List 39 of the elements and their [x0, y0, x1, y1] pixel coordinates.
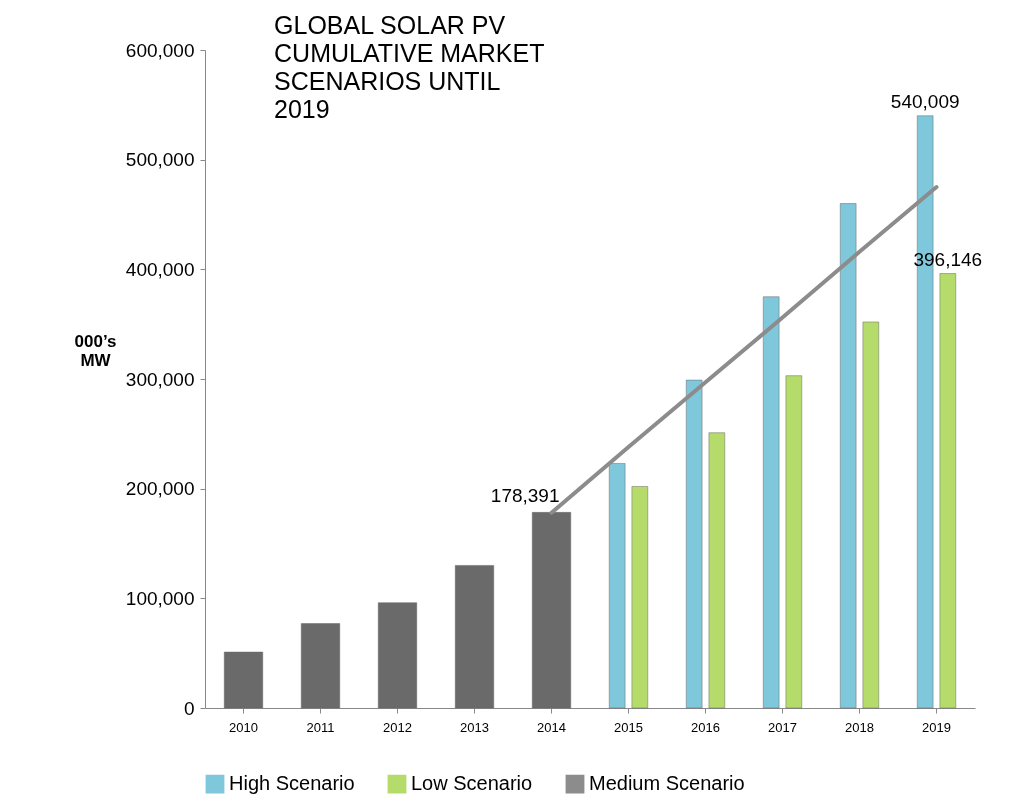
bar — [939, 273, 956, 709]
x-tick-label: 2018 — [845, 719, 874, 735]
x-tick-label: 2013 — [460, 719, 489, 735]
bar — [455, 565, 494, 709]
chart-title: GLOBAL SOLAR PV CUMULATIVE MARKET SCENARIOS UNTIL 2019 — [274, 11, 545, 123]
bar — [224, 651, 263, 709]
y-tick-label: 400,000 — [125, 258, 195, 280]
bar — [532, 512, 571, 709]
legend-label: Low Scenario — [411, 772, 533, 795]
x-tick-label: 2011 — [306, 719, 335, 735]
x-tick-label: 2012 — [383, 719, 412, 735]
x-tick-label: 2015 — [614, 719, 643, 735]
data-label: 178,391 — [490, 485, 560, 507]
bar — [785, 375, 802, 709]
x-tick-label: 2014 — [537, 719, 566, 735]
bar — [862, 321, 879, 709]
bar — [763, 296, 780, 709]
bar — [708, 432, 725, 709]
legend-label: High Scenario — [229, 772, 355, 795]
y-tick-label: 500,000 — [125, 149, 195, 171]
bar — [609, 463, 626, 709]
y-tick-label: 100,000 — [125, 587, 195, 609]
y-tick-label: 300,000 — [125, 368, 195, 390]
bar — [631, 486, 648, 709]
bar — [686, 379, 703, 709]
data-label: 396,146 — [913, 248, 983, 270]
data-label: 540,009 — [890, 90, 960, 112]
x-tick-label: 2016 — [691, 719, 720, 735]
bar — [378, 602, 417, 709]
x-tick-label: 2017 — [768, 719, 797, 735]
x-tick-label: 2019 — [922, 719, 951, 735]
legend-label: Medium Scenario — [589, 772, 745, 795]
bar — [301, 623, 340, 709]
y-tick-label: 200,000 — [125, 478, 195, 500]
y-axis-title: 000’s MW — [74, 331, 117, 370]
bar — [840, 203, 857, 709]
y-tick-label: 0 — [183, 697, 195, 719]
x-tick-label: 2010 — [229, 719, 258, 735]
y-tick-label: 600,000 — [125, 39, 195, 61]
